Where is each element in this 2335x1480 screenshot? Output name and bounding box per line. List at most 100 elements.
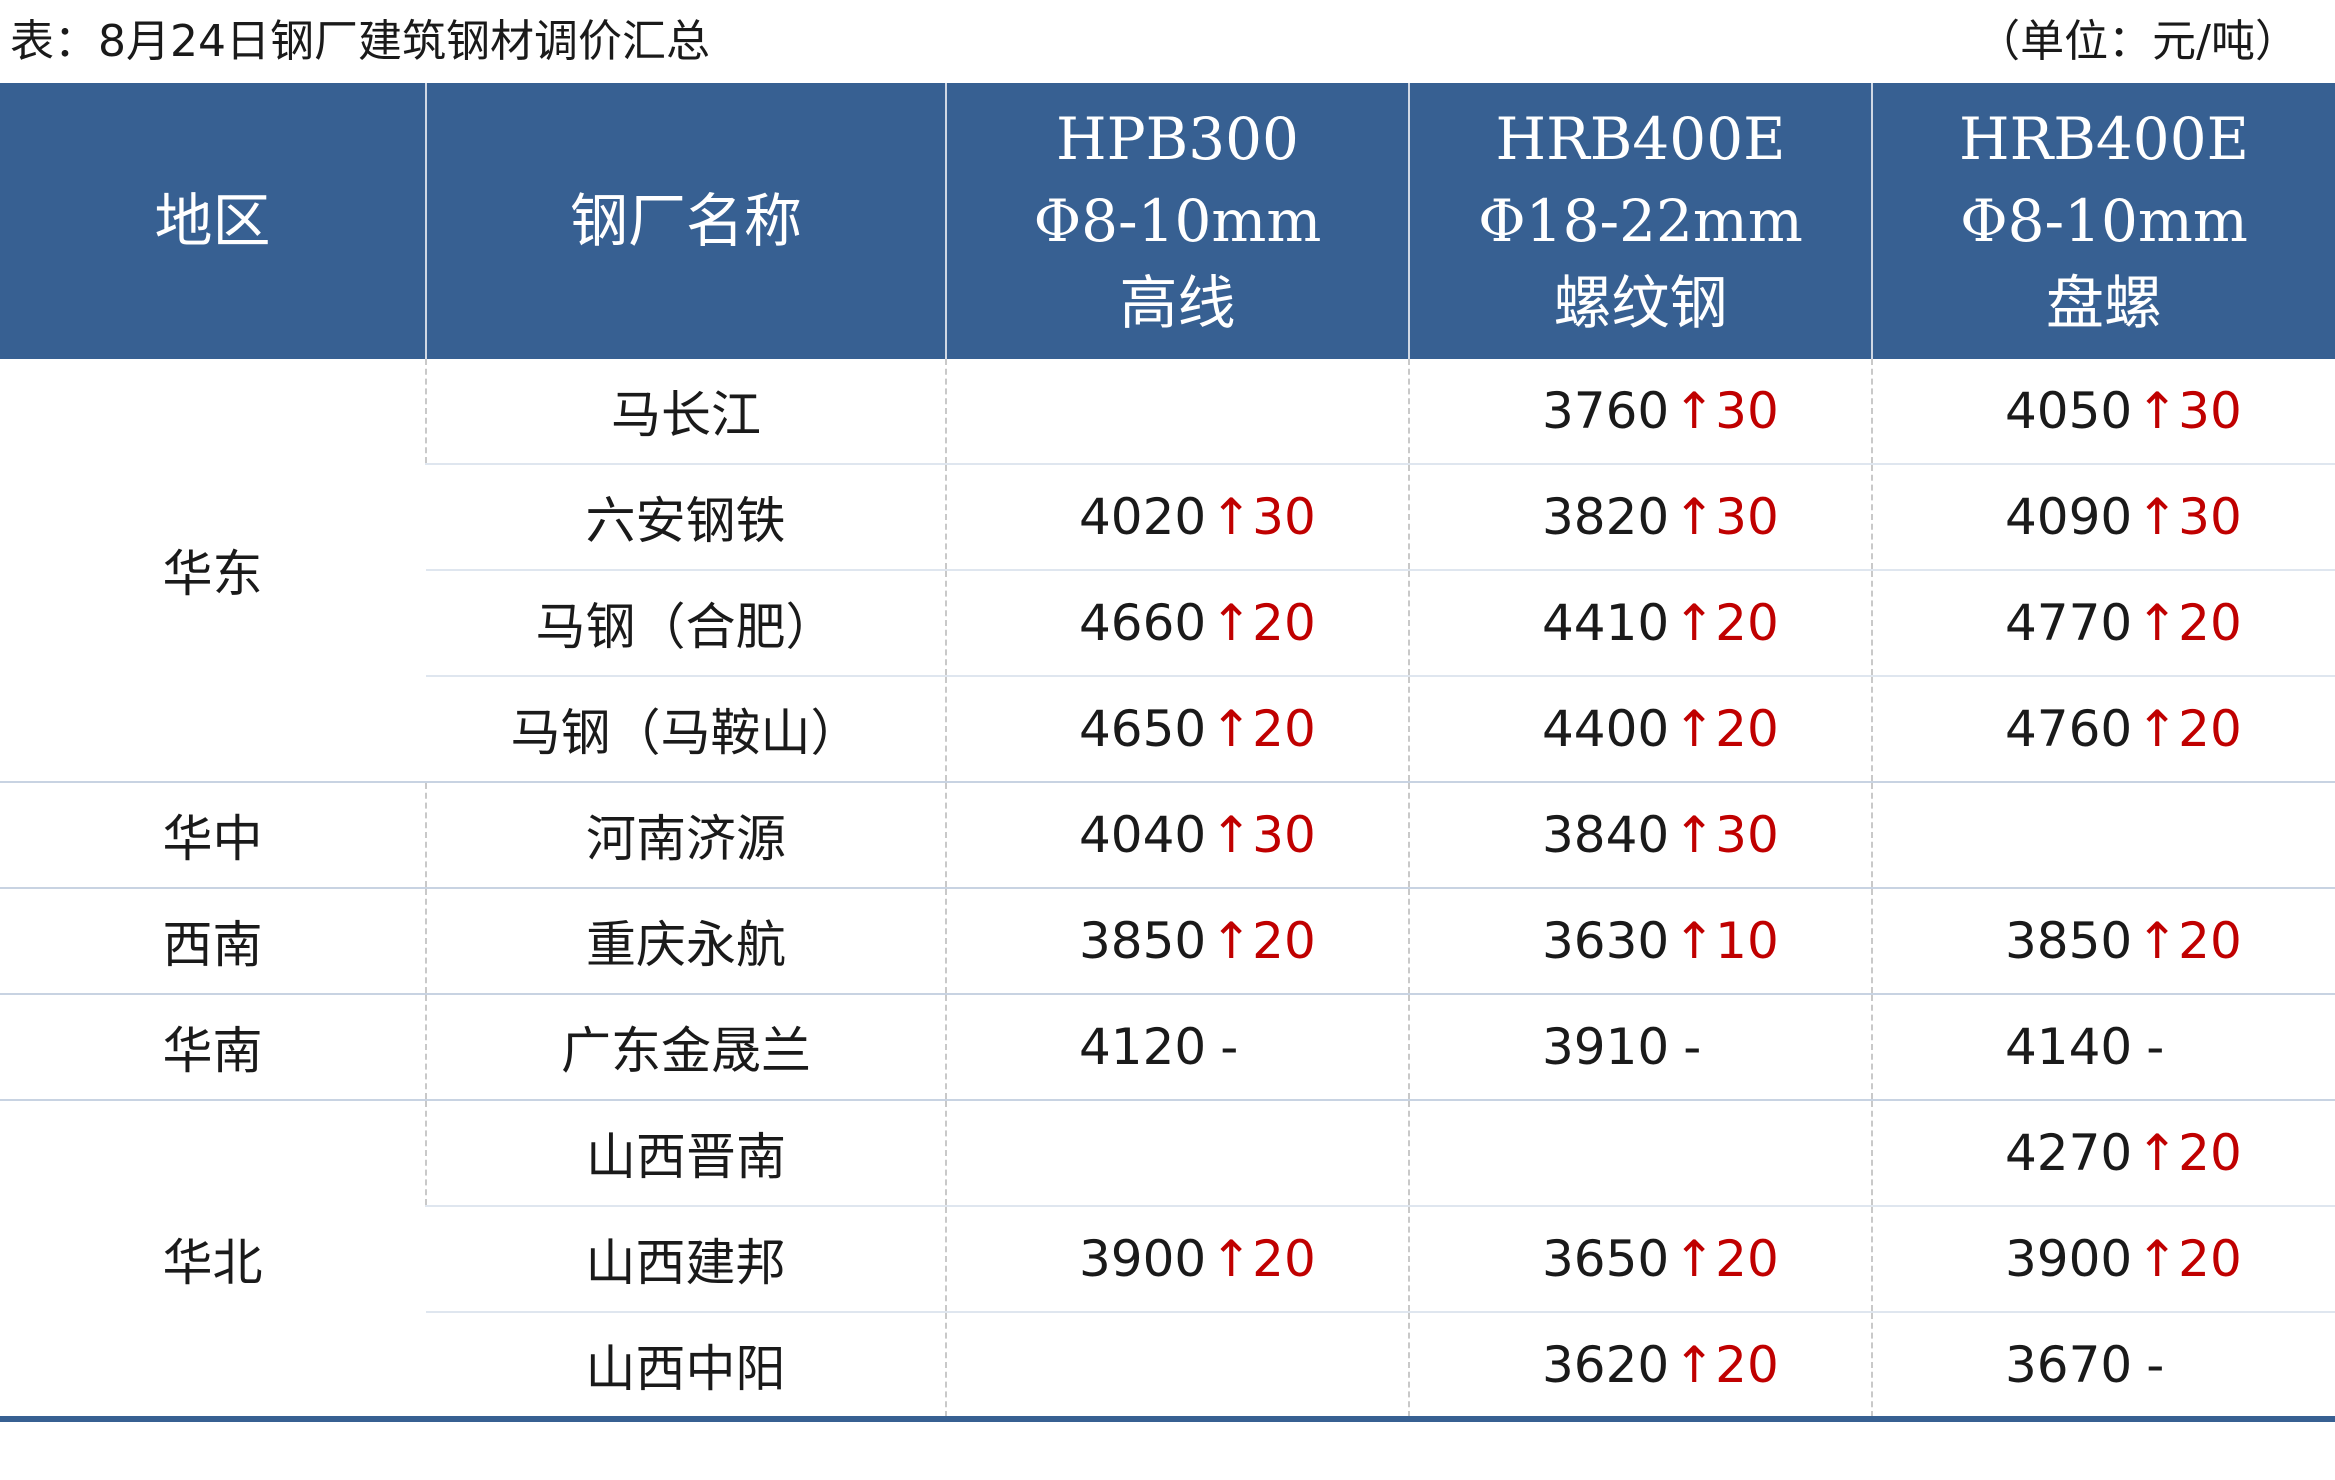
price-cell: 4770↑20	[1871, 570, 2335, 677]
table-row: 六安钢铁 4020↑30 3820↑30 4090↑30	[0, 464, 2335, 571]
price-value: 3850	[2005, 912, 2133, 970]
mill-name-cell: 山西建邦	[426, 1206, 946, 1313]
price-change: 30	[1715, 806, 1779, 864]
up-arrow-icon: ↑	[1673, 488, 1716, 546]
table-row: 华南 广东金晟兰 4120-3910-4140-	[0, 994, 2335, 1101]
mill-name-cell: 马长江	[425, 359, 946, 465]
header-spec: Φ18-22mm	[1478, 187, 1803, 255]
price-change: 30	[1252, 488, 1316, 546]
price-cell: 3670-	[1871, 1312, 2335, 1419]
mill-name-cell: 广东金晟兰	[425, 994, 946, 1101]
price-cell: 4400↑20	[1408, 676, 1872, 783]
region-cell: 华东	[0, 359, 426, 783]
price-value: 4090	[2005, 488, 2133, 546]
up-arrow-icon: ↑	[2136, 594, 2179, 652]
price-change: 20	[1252, 594, 1316, 652]
price-change: 10	[1715, 912, 1779, 970]
price-cell: 3630↑10	[1408, 888, 1872, 995]
up-arrow-icon: ↑	[1673, 594, 1716, 652]
up-arrow-icon: ↑	[1673, 1336, 1716, 1394]
price-cell: 3850↑20	[1871, 888, 2335, 995]
header-product: 盘螺	[2045, 269, 2162, 337]
price-change: 30	[2178, 488, 2242, 546]
price-value: 4410	[1542, 594, 1670, 652]
price-change: 20	[1252, 1230, 1316, 1288]
table-row: 山西建邦 3900↑20 3650↑20 3900↑20	[0, 1206, 2335, 1313]
price-cell: 3910-	[1408, 994, 1872, 1101]
price-value: 3820	[1542, 488, 1670, 546]
up-arrow-icon: ↑	[1673, 806, 1716, 864]
price-change: 20	[1715, 594, 1779, 652]
table-row: 马钢（合肥） 4660↑20 4410↑20 4770↑20	[0, 570, 2335, 677]
header-hrb400e-rebar: HRB400E Φ18-22mm 螺纹钢	[1408, 83, 1872, 359]
table-row: 华东 马长江 3760↑30 4050↑30	[0, 359, 2335, 783]
header-hpb300: HPB300 Φ8-10mm 高线	[945, 83, 1409, 359]
price-cell: 3620↑20	[1408, 1312, 1872, 1419]
price-change: 30	[2178, 382, 2242, 440]
mill-name-cell: 山西中阳	[426, 1312, 946, 1419]
header-grade: HPB300	[1056, 105, 1299, 173]
price-value: 4770	[2005, 594, 2133, 652]
no-change-mark: -	[1220, 1018, 1239, 1076]
price-value: 4760	[2005, 700, 2133, 758]
table-row: 山西中阳 3620↑20 3670-	[0, 1312, 2335, 1419]
price-cell: 4650↑20	[945, 676, 1409, 783]
header-grade: HRB400E	[1959, 105, 2249, 173]
price-cell: 3900↑20	[1871, 1206, 2335, 1313]
header-spec: Φ8-10mm	[1960, 187, 2248, 255]
unit-label: （单位：元/吨）	[1976, 16, 2299, 67]
price-change: 20	[2178, 912, 2242, 970]
price-cell	[945, 1100, 1409, 1207]
price-cell: 3820↑30	[1408, 464, 1872, 571]
price-value: 4040	[1079, 806, 1207, 864]
table-body: 华东 马长江 3760↑30 4050↑30 六安钢铁 4020↑30 3820↑30 409…	[0, 359, 2335, 1419]
region-cell: 华南	[0, 994, 426, 1101]
header-hrb400e-coil: HRB400E Φ8-10mm 盘螺	[1871, 83, 2335, 359]
table-row: 华中 河南济源 4040↑30 3840↑30	[0, 782, 2335, 889]
price-cell: 4050↑30	[1871, 359, 2335, 465]
up-arrow-icon: ↑	[1210, 700, 1253, 758]
no-change-mark: -	[2146, 1336, 2165, 1394]
mill-name-cell: 马钢（合肥）	[426, 570, 946, 677]
price-change: 20	[2178, 1124, 2242, 1182]
price-value: 4050	[2005, 382, 2133, 440]
price-cell: 4140-	[1871, 994, 2335, 1101]
up-arrow-icon: ↑	[1210, 488, 1253, 546]
up-arrow-icon: ↑	[2136, 1124, 2179, 1182]
up-arrow-icon: ↑	[1210, 1230, 1253, 1288]
price-cell: 4120-	[945, 994, 1409, 1101]
region-cell: 华北	[0, 1100, 426, 1419]
price-cell: 4020↑30	[945, 464, 1409, 571]
up-arrow-icon: ↑	[1673, 912, 1716, 970]
price-value: 3760	[1542, 382, 1670, 440]
price-change: 20	[2178, 594, 2242, 652]
price-value: 3620	[1542, 1336, 1670, 1394]
price-cell	[1408, 1100, 1872, 1207]
up-arrow-icon: ↑	[1210, 806, 1253, 864]
table-row: 马钢（马鞍山） 4650↑20 4400↑20 4760↑20	[0, 676, 2335, 783]
price-change: 20	[1715, 700, 1779, 758]
price-value: 3840	[1542, 806, 1670, 864]
mill-name-cell: 六安钢铁	[426, 464, 946, 571]
price-value: 3900	[2005, 1230, 2133, 1288]
price-value: 3670	[2005, 1336, 2133, 1394]
price-cell: 3840↑30	[1408, 782, 1872, 889]
price-value: 3650	[1542, 1230, 1670, 1288]
no-change-mark: -	[1683, 1018, 1702, 1076]
price-cell	[945, 1312, 1409, 1419]
price-value: 3910	[1542, 1018, 1670, 1076]
header-grade: HRB400E	[1495, 105, 1786, 173]
region-cell: 华中	[0, 782, 426, 889]
table-title: 表：8月24日钢厂建筑钢材调价汇总	[10, 16, 710, 67]
price-value: 4120	[1079, 1018, 1207, 1076]
price-value: 4650	[1079, 700, 1207, 758]
price-cell: 4270↑20	[1871, 1100, 2335, 1207]
up-arrow-icon: ↑	[2136, 1230, 2179, 1288]
up-arrow-icon: ↑	[2136, 382, 2179, 440]
mill-name-cell: 山西晋南	[425, 1100, 946, 1207]
bottom-rule	[0, 1416, 2335, 1422]
price-cell: 4410↑20	[1408, 570, 1872, 677]
up-arrow-icon: ↑	[2136, 912, 2179, 970]
price-value: 3900	[1079, 1230, 1207, 1288]
up-arrow-icon: ↑	[1673, 700, 1716, 758]
